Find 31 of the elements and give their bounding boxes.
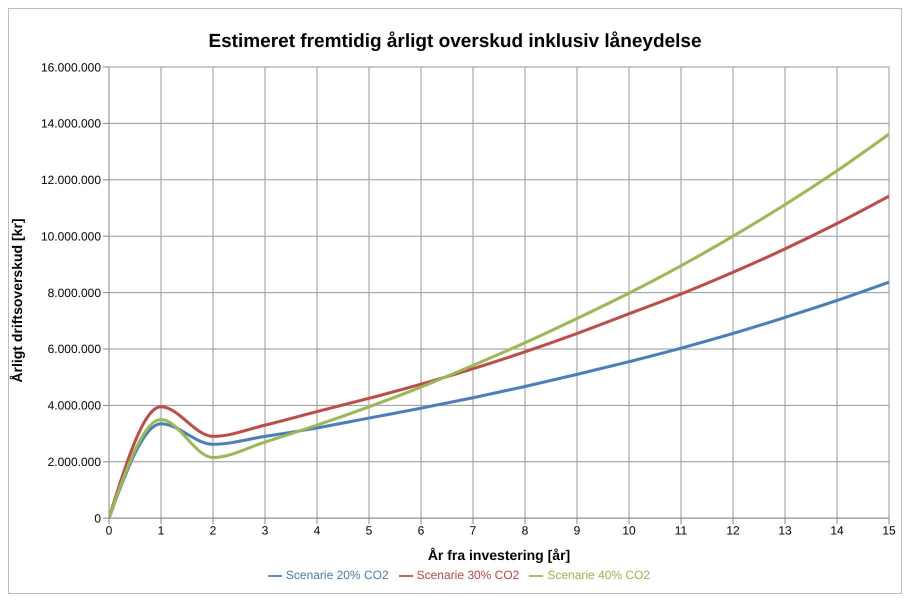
legend-label: Scenarie 20% CO2	[286, 568, 389, 582]
y-tick-label: 0	[94, 511, 102, 526]
y-tick-label: 8.000.000	[48, 286, 102, 300]
y-tick-label: 10.000.000	[40, 229, 102, 244]
y-tick-label: 16.000.000	[40, 60, 102, 74]
x-tick-label: 12	[726, 524, 740, 538]
x-tick-label: 3	[262, 524, 269, 538]
x-tick-label: 11	[674, 524, 688, 538]
x-tick-label: 10	[622, 524, 636, 538]
x-tick-label: 6	[418, 524, 425, 538]
x-tick-label: 4	[314, 524, 321, 538]
x-tick-label: 9	[574, 524, 581, 538]
y-tick-label: 14.000.000	[40, 116, 102, 131]
y-tick-label: 2.000.000	[48, 455, 102, 470]
x-tick-label: 15	[882, 524, 896, 538]
y-tick-label: 6.000.000	[48, 342, 102, 356]
x-tick-label: 0	[106, 524, 113, 538]
x-tick-label: 13	[778, 524, 792, 538]
x-tick-label: 1	[158, 524, 165, 538]
x-tick-label: 8	[522, 524, 529, 538]
x-tick-label: 14	[830, 524, 844, 538]
x-tick-label: 2	[210, 524, 217, 538]
y-tick-label: 4.000.000	[48, 398, 102, 413]
x-axis-title: År fra investering [år]	[428, 547, 570, 564]
y-axis-title: Årligt driftsoverskud [kr]	[8, 218, 25, 383]
x-tick-label: 7	[470, 524, 477, 538]
chart-title: Estimeret fremtidig årligt overskud inklusiv låneydelse	[207, 31, 703, 54]
y-tick-label: 12.000.000	[40, 173, 102, 188]
x-tick-label: 5	[366, 524, 373, 538]
legend-label: Scenarie 30% CO2	[416, 568, 520, 582]
legend-label: Scenarie 40% CO2	[547, 568, 650, 582]
